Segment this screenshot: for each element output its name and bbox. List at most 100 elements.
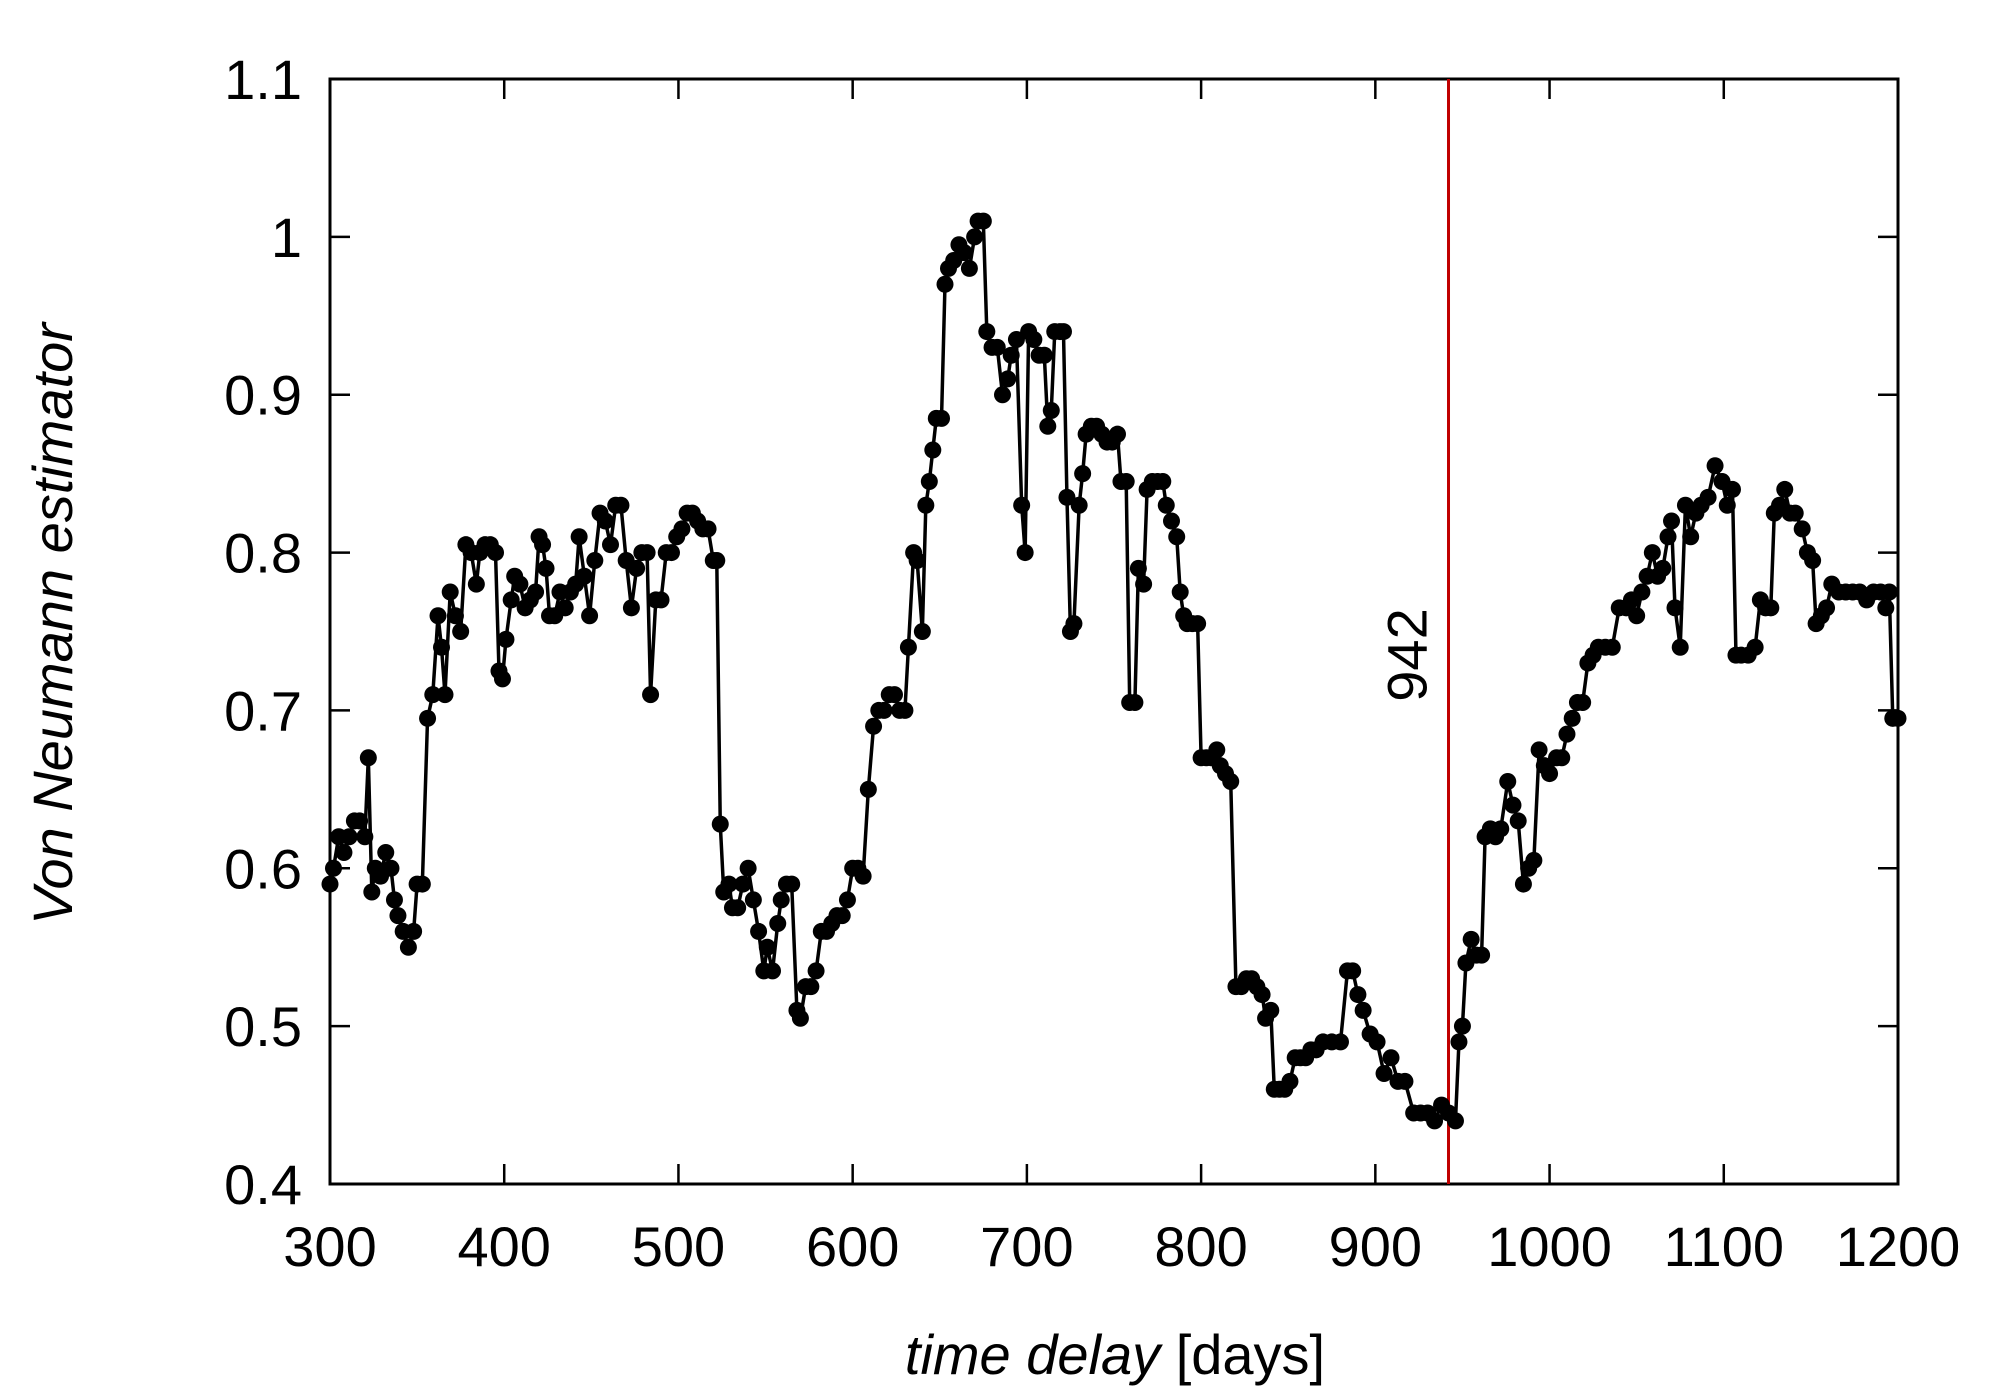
data-point <box>854 867 872 885</box>
data-point <box>917 496 935 514</box>
data-point <box>1643 544 1661 562</box>
y-tick-label: 0.9 <box>224 364 302 427</box>
data-point <box>1035 346 1053 364</box>
data-point <box>1253 986 1271 1004</box>
data-point <box>1453 1017 1471 1035</box>
x-tick-label: 600 <box>806 1215 899 1278</box>
data-point <box>433 638 451 656</box>
data-point <box>324 859 342 877</box>
y-tick-label: 0.7 <box>224 679 302 742</box>
data-point <box>802 978 820 996</box>
data-point <box>612 496 630 514</box>
data-point <box>1628 607 1646 625</box>
data-point <box>1603 638 1621 656</box>
data-point <box>570 528 588 546</box>
data-point <box>908 551 926 569</box>
data-point <box>764 962 782 980</box>
data-point <box>1818 599 1836 617</box>
data-point <box>556 599 574 617</box>
data-point <box>1189 615 1207 633</box>
data-point <box>772 891 790 909</box>
data-point <box>413 875 431 893</box>
x-tick-label: 400 <box>458 1215 551 1278</box>
data-point <box>1349 986 1367 1004</box>
data-point <box>575 567 593 585</box>
data-point <box>622 599 640 617</box>
x-axis-label-part: [days] <box>1176 1323 1325 1386</box>
data-point <box>638 544 656 562</box>
data-point <box>1786 504 1804 522</box>
y-tick-label: 1.1 <box>224 48 302 111</box>
data-point <box>487 544 505 562</box>
data-point <box>1058 488 1076 506</box>
data-point <box>1633 583 1651 601</box>
data-point <box>1208 741 1226 759</box>
data-point <box>452 623 470 640</box>
data-point <box>1504 796 1522 814</box>
data-point <box>340 828 358 846</box>
data-point <box>988 338 1006 356</box>
data-point <box>1553 749 1571 767</box>
data-point <box>1108 425 1126 443</box>
data-point <box>1002 346 1020 364</box>
data-point <box>833 907 851 925</box>
data-point <box>1776 480 1794 498</box>
data-point <box>1013 496 1031 514</box>
data-point <box>1375 1065 1393 1082</box>
data-point <box>1007 330 1025 348</box>
data-point <box>1509 812 1527 830</box>
data-point <box>783 875 801 893</box>
x-tick-label: 900 <box>1329 1215 1422 1278</box>
plot-frame <box>328 77 1900 1186</box>
data-point <box>1039 417 1057 435</box>
data-point <box>1492 820 1510 838</box>
y-tick-label: 0.5 <box>224 995 302 1058</box>
data-point <box>628 559 646 577</box>
data-point <box>1074 465 1092 483</box>
data-point <box>859 780 877 798</box>
data-point <box>673 520 691 538</box>
data-point <box>642 686 660 704</box>
data-point <box>744 891 762 909</box>
data-point <box>1718 496 1736 514</box>
data-point <box>1530 741 1548 759</box>
data-point <box>351 812 369 830</box>
data-point <box>446 607 464 625</box>
data-point <box>1135 575 1153 593</box>
data-point <box>601 536 619 554</box>
x-tick-label: 500 <box>632 1215 725 1278</box>
data-point <box>382 859 400 877</box>
data-point <box>581 607 599 625</box>
data-point <box>1450 1033 1468 1051</box>
data-point <box>1162 512 1180 530</box>
data-point <box>966 228 984 246</box>
data-point <box>1706 457 1724 475</box>
y-tick-label: 0.4 <box>224 1153 302 1216</box>
data-point <box>1396 1072 1414 1090</box>
data-point <box>720 875 738 893</box>
data-point <box>1070 496 1088 514</box>
data-point <box>838 891 856 909</box>
data-point <box>1126 694 1144 712</box>
data-point <box>758 938 776 956</box>
data-point <box>699 520 717 538</box>
data-point <box>321 875 339 893</box>
data-point <box>429 607 447 625</box>
x-tick-label: 800 <box>1154 1215 1247 1278</box>
data-point <box>1129 559 1147 577</box>
x-tick-label: 1000 <box>1487 1215 1612 1278</box>
data-point <box>1446 1112 1464 1130</box>
data-point <box>865 717 883 735</box>
data-point <box>1682 528 1700 546</box>
data-point <box>1514 875 1532 893</box>
data-point <box>1065 615 1083 633</box>
data-point <box>1723 480 1741 498</box>
series-line <box>328 219 1898 1126</box>
data-point <box>534 536 552 554</box>
y-axis-label: Von Neumann estimator <box>21 321 84 925</box>
data-point <box>389 907 407 925</box>
data-point <box>729 899 747 917</box>
data-point <box>1473 946 1491 964</box>
data-point <box>1042 402 1060 419</box>
